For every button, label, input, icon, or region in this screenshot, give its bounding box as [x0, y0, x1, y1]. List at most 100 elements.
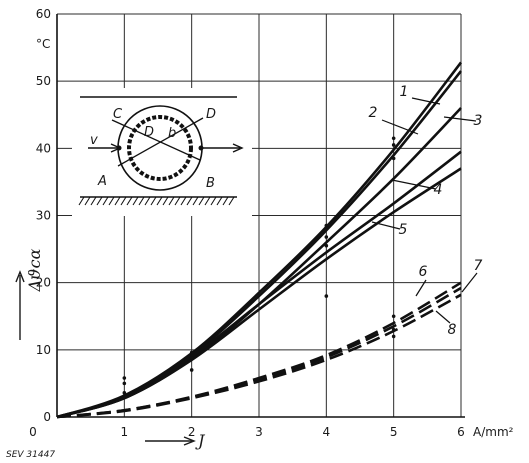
measured-point	[391, 314, 396, 319]
series-2-label: 2	[369, 105, 378, 121]
inset-label: A	[97, 174, 107, 189]
series-5-leader	[371, 221, 401, 230]
measured-point	[391, 327, 396, 332]
inset-ground-hatch	[84, 196, 91, 206]
series-7-leader	[461, 272, 478, 293]
inset-ground-hatch	[126, 196, 133, 206]
inset-ground-hatch	[108, 196, 115, 206]
inset-ground-hatch	[138, 196, 145, 206]
y-tick-label: 60	[36, 7, 51, 21]
x-tick-label: 0	[29, 425, 37, 439]
inset-label: B	[206, 176, 215, 191]
measured-point	[391, 156, 396, 161]
inset-diagram: C D A B D b v	[72, 88, 252, 216]
series-3-leader	[443, 116, 477, 122]
inset-ground-hatch	[210, 196, 217, 206]
measured-point	[189, 350, 194, 355]
inset-ground-hatch	[156, 196, 163, 206]
x-tick-label: 1	[121, 425, 129, 439]
x-tick-label: 4	[323, 425, 331, 439]
inset-ground-hatch	[144, 196, 151, 206]
measured-point	[189, 368, 194, 372]
inset-ground-hatch	[120, 196, 127, 206]
inset-label: C	[113, 107, 123, 122]
measured-point	[122, 381, 127, 386]
series-1-leader	[411, 97, 441, 105]
measured-point	[122, 391, 127, 395]
series-curves	[56, 61, 463, 419]
measured-point	[324, 243, 329, 248]
x-tick-label: 3	[255, 425, 263, 439]
series-8-leader	[435, 310, 451, 324]
inset-ground-hatch	[222, 196, 229, 206]
inset-ground-hatch	[168, 196, 175, 206]
measured-point	[122, 376, 127, 380]
inset-ground-hatch	[192, 196, 199, 206]
measured-point	[189, 356, 194, 360]
inset-diagonal	[117, 117, 204, 167]
x-unit-label: A/mm²	[473, 425, 514, 439]
inset-label: D	[206, 107, 216, 122]
series-4-label: 4	[434, 182, 443, 198]
series-7-label: 7	[474, 258, 483, 274]
series-8-label: 8	[448, 322, 457, 338]
inset-ground-hatch	[102, 196, 109, 206]
inset-ground-hatch	[180, 196, 187, 206]
measured-point	[324, 235, 329, 239]
series-2-leader	[381, 119, 419, 135]
inset-ground-hatch	[162, 196, 169, 206]
inset-ground-hatch	[90, 196, 97, 206]
y-axis-arrowhead	[15, 270, 25, 283]
measured-points	[122, 136, 396, 395]
inset-ground-hatch	[204, 196, 211, 206]
series-1-label: 1	[400, 84, 409, 100]
inset-ground-hatch	[228, 196, 235, 206]
y-tick-label: 50	[36, 74, 51, 88]
x-axis-label: J	[195, 431, 206, 450]
curve-labels: 1 2 3 4 5 6 7 8	[369, 84, 483, 338]
y-axis-label: Δϑcα	[25, 248, 44, 292]
inset-ground-hatch	[96, 196, 103, 206]
inset-airflow-out-head	[232, 143, 244, 153]
inset-ground-hatch	[198, 196, 205, 206]
series-5-label: 5	[399, 222, 408, 238]
inset-ground-hatch	[186, 196, 193, 206]
measured-point	[391, 334, 396, 339]
inset-probe-b	[198, 145, 204, 151]
inset-ground-hatch	[150, 196, 157, 206]
plot-axes	[56, 14, 465, 418]
inset-ground-hatch	[174, 196, 181, 206]
inset-ground-hatch	[78, 196, 85, 206]
inset-label: D	[144, 125, 154, 140]
series-4-leader	[391, 179, 437, 190]
y-axis-title: Δϑcα	[25, 248, 44, 292]
y-tick-label: 30	[36, 209, 51, 223]
inset-diagonal	[111, 119, 201, 161]
inset-ground-hatch	[132, 196, 139, 206]
series-5-line	[56, 167, 462, 419]
x-tick-label: 5	[390, 425, 398, 439]
inset-ground-hatch	[114, 196, 121, 206]
inset-label: b	[168, 126, 176, 141]
inset-probe-a	[116, 145, 122, 151]
y-tick-label: 0	[43, 410, 51, 424]
x-axis-arrowhead	[183, 436, 196, 446]
y-tick-label: 40	[36, 141, 51, 155]
series-3-label: 3	[474, 113, 483, 129]
x-tick-label: 2	[188, 425, 196, 439]
measured-point	[324, 223, 329, 228]
y-unit-label: °C	[36, 37, 50, 51]
inset-background	[72, 88, 252, 216]
measured-point	[391, 136, 396, 141]
y-tick-label: 20	[36, 276, 51, 290]
series-6-leader	[415, 279, 427, 297]
inset-inner-conductor	[127, 115, 193, 181]
series-6-label: 6	[419, 264, 428, 280]
figure-reference: SEV 31447	[6, 450, 55, 460]
x-tick-label: 6	[457, 425, 465, 439]
inset-label: v	[90, 133, 98, 148]
inset-ground-hatch	[216, 196, 223, 206]
measured-point	[391, 143, 396, 147]
